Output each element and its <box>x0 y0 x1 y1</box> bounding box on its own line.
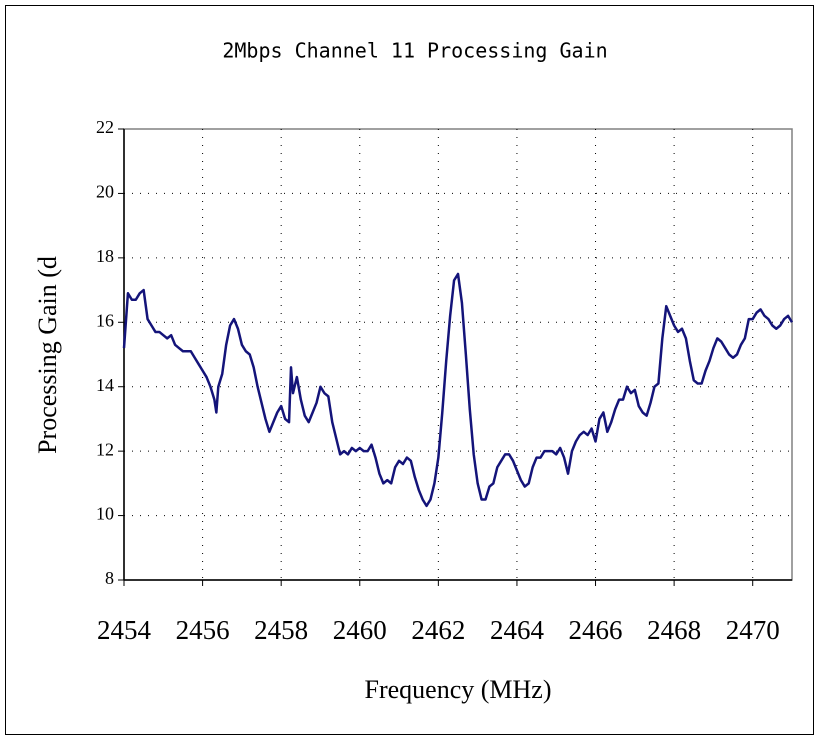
x-tick-label: 2454 <box>97 615 152 645</box>
x-tick-label: 2458 <box>254 615 308 645</box>
frame <box>5 5 814 735</box>
x-tick-label: 2462 <box>411 615 465 645</box>
x-tick-label: 2470 <box>726 615 780 645</box>
y-tick-label: 12 <box>96 439 114 459</box>
x-tick-label: 2460 <box>333 615 387 645</box>
chart-title: 2Mbps Channel 11 Processing Gain <box>222 39 607 63</box>
x-axis-label: Frequency (MHz) <box>365 675 552 704</box>
y-tick-label: 10 <box>96 504 114 524</box>
y-tick-label: 20 <box>96 182 114 202</box>
x-tick-label: 2456 <box>176 615 230 645</box>
y-tick-label: 14 <box>96 375 114 395</box>
x-tick-label: 2464 <box>490 615 545 645</box>
x-tick-label: 2466 <box>569 615 623 645</box>
y-tick-label: 22 <box>96 117 114 137</box>
y-tick-label: 16 <box>96 310 114 330</box>
x-tick-label: 2468 <box>647 615 701 645</box>
y-tick-label: 18 <box>96 246 114 266</box>
y-axis-label: Processing Gain (d <box>33 256 62 454</box>
data-line <box>122 272 794 508</box>
y-tick-label: 8 <box>105 568 114 588</box>
